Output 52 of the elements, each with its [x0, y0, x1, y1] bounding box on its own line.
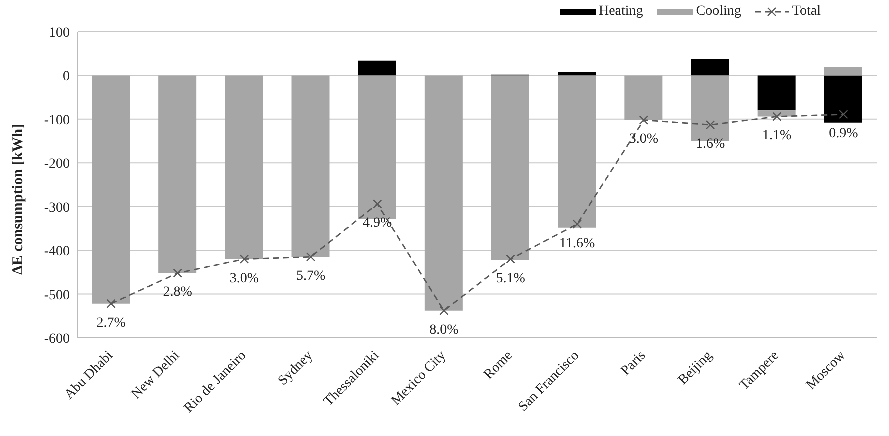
bar: [225, 76, 264, 260]
point: [572, 220, 582, 229]
point: [839, 110, 848, 120]
bar: [158, 76, 197, 274]
annotation: 3.0%: [629, 132, 659, 148]
annotation: 4.9%: [363, 216, 393, 232]
bar: [691, 60, 730, 76]
x-tick-label: Paris: [618, 348, 650, 379]
point: [373, 200, 382, 209]
point: [706, 120, 716, 130]
y-tick-label: 0: [63, 70, 70, 85]
annotation: 2.8%: [163, 285, 193, 300]
annotation: 0.9%: [829, 126, 859, 142]
bar: [424, 76, 463, 311]
annotation: 1.1%: [762, 128, 792, 144]
point: [639, 116, 649, 125]
annotation: 3.0%: [230, 271, 260, 286]
annotation: 2.7%: [96, 316, 126, 331]
annotation: 5.1%: [496, 271, 526, 286]
point: [306, 252, 316, 262]
point: [440, 306, 449, 316]
y-tick-label: -200: [44, 157, 70, 172]
y-tick-label: -400: [44, 244, 70, 260]
y-tick-label: -600: [44, 332, 70, 347]
bar: [758, 76, 796, 111]
annotation: 11.6%: [560, 236, 596, 252]
legend-label: Total: [792, 4, 821, 20]
point: [106, 299, 116, 309]
bar: [824, 67, 862, 76]
y-tick-label: 100: [49, 26, 70, 41]
y-tick-label: -100: [44, 113, 70, 128]
point: [506, 254, 516, 264]
bar: [558, 72, 596, 76]
point: [173, 268, 182, 278]
y-tick-label: -500: [44, 288, 70, 304]
point: [772, 112, 782, 122]
bar: [824, 76, 862, 123]
bar: [92, 76, 130, 304]
bar: [292, 76, 330, 258]
point: [240, 254, 250, 264]
bar: [624, 76, 663, 120]
bar: [358, 76, 396, 220]
annotation: 5.7%: [296, 269, 326, 284]
y-axis-title: ΔE consumption [kWh]: [10, 124, 26, 275]
bar: [492, 76, 530, 260]
legend-label: Heating: [598, 4, 644, 20]
annotation: 8.0%: [430, 322, 460, 338]
bar: [358, 60, 396, 76]
bar: [558, 76, 596, 228]
legend-label: Cooling: [696, 4, 742, 20]
annotation: 1.6%: [696, 137, 726, 152]
y-tick-label: -300: [44, 200, 70, 216]
